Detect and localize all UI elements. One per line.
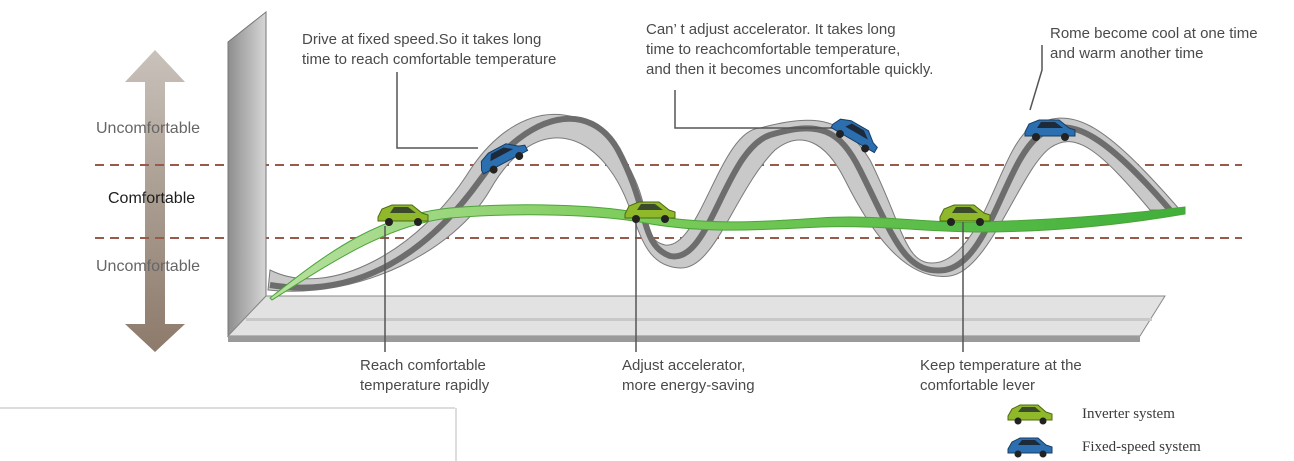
- fixed-speed-car-icon: [480, 143, 529, 175]
- callout-line: Drive at fixed speed.So it takes long: [302, 31, 542, 48]
- leader-lines: [384, 45, 1043, 352]
- green-car-icon: [1007, 404, 1053, 425]
- callout-line: time to reachcomfortable temperature,: [646, 41, 901, 58]
- callout-line: and warm another time: [1050, 45, 1204, 62]
- legend-fixed-speed-label: Fixed-speed system: [1082, 439, 1201, 455]
- callout-line: more energy-saving: [622, 377, 755, 394]
- inverter-car-icon: [624, 201, 676, 223]
- axis-frame: [226, 10, 1166, 342]
- zone-label-uncomfortable-top: Uncomfortable: [96, 120, 201, 137]
- fixed-speed-car-icon: [1024, 119, 1076, 141]
- legend-inverter-label: Inverter system: [1082, 406, 1175, 422]
- callout-line: comfortable lever: [920, 377, 1036, 394]
- leader-rome: [1029, 45, 1043, 111]
- inverter-car-icon: [377, 204, 429, 226]
- callout-line: Reach comfortable: [360, 357, 486, 374]
- inverter-car-icon: [939, 204, 991, 226]
- callout-keep: Keep temperature at the comfortable leve…: [920, 356, 1082, 396]
- callout-line: Keep temperature at the: [920, 357, 1082, 374]
- callout-line: and then it becomes uncomfortable quickl…: [646, 61, 934, 78]
- callout-rome: Rome become cool at one time and warm an…: [1050, 24, 1258, 64]
- callout-adjust: Adjust accelerator, more energy-saving: [622, 356, 755, 396]
- callout-line: temperature rapidly: [360, 377, 490, 394]
- callout-line: Adjust accelerator,: [622, 357, 746, 374]
- callout-cant-adjust: Can’ t adjust accelerator. It takes long…: [646, 20, 933, 80]
- callout-line: time to reach comfortable temperature: [302, 51, 557, 68]
- inverter-curve: [269, 204, 1186, 301]
- zone-label-uncomfortable-bottom: Uncomfortable: [96, 258, 201, 275]
- leader-fixed-speed: [396, 72, 478, 149]
- blue-car-icon: [1007, 437, 1053, 458]
- fixed-speed-curve: [267, 113, 1182, 292]
- callout-line: Rome become cool at one time: [1050, 25, 1258, 42]
- fixed-speed-car-icon: [830, 118, 878, 154]
- callout-fixed-speed: Drive at fixed speed.So it takes long ti…: [302, 30, 556, 70]
- leader-cant-adjust: [674, 90, 840, 129]
- callout-line: Can’ t adjust accelerator. It takes long: [646, 21, 896, 38]
- comfort-scale-arrow: [125, 50, 185, 352]
- callout-reach: Reach comfortable temperature rapidly: [360, 356, 489, 396]
- zone-label-comfortable: Comfortable: [108, 190, 196, 207]
